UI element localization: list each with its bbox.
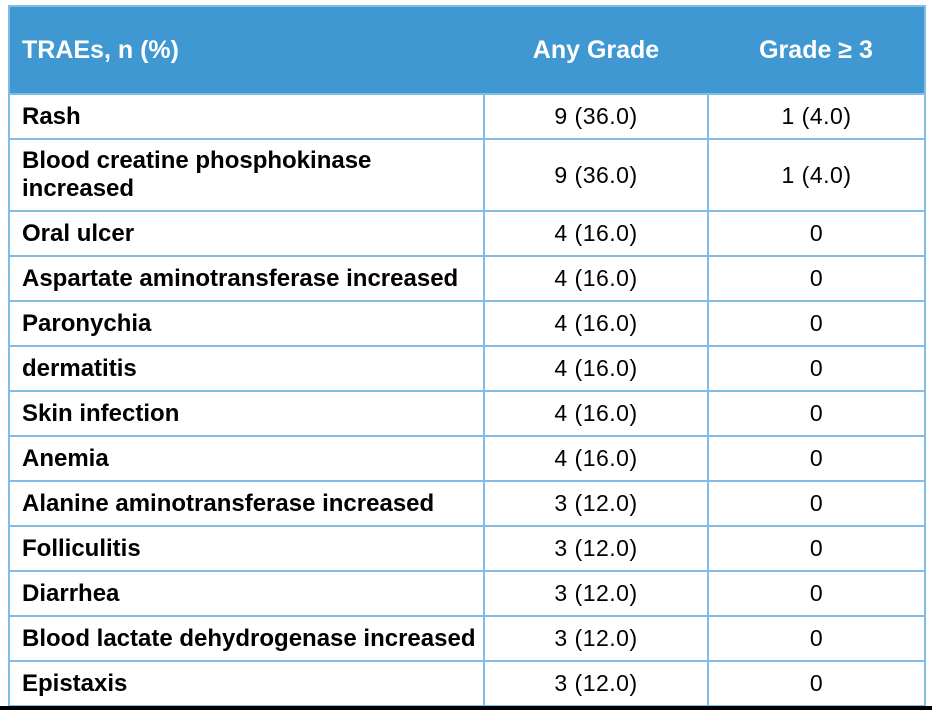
table-row: dermatitis 4 (16.0) 0 <box>8 345 926 392</box>
any-grade-cell: 4 (16.0) <box>483 345 709 392</box>
any-grade-cell: 4 (16.0) <box>483 300 709 347</box>
trae-name-cell: Blood lactate dehydrogenase increased <box>8 615 485 662</box>
grade-ge3-cell: 0 <box>707 660 926 707</box>
table-body: Rash 9 (36.0) 1 (4.0) Blood creatine pho… <box>8 93 926 707</box>
table-row: Rash 9 (36.0) 1 (4.0) <box>8 93 926 140</box>
any-grade-cell: 4 (16.0) <box>483 390 709 437</box>
grade-ge3-cell: 1 (4.0) <box>707 138 926 212</box>
any-grade-cell: 9 (36.0) <box>483 93 709 140</box>
table-row: Folliculitis 3 (12.0) 0 <box>8 525 926 572</box>
trae-name-cell: Skin infection <box>8 390 485 437</box>
bottom-divider <box>0 706 932 710</box>
table-row: Alanine aminotransferase increased 3 (12… <box>8 480 926 527</box>
grade-ge3-cell: 0 <box>707 480 926 527</box>
column-header-any-grade: Any Grade <box>484 6 708 94</box>
any-grade-cell: 3 (12.0) <box>483 615 709 662</box>
table-row: Oral ulcer 4 (16.0) 0 <box>8 210 926 257</box>
traes-table: TRAEs, n (%) Any Grade Grade ≥ 3 Rash 9 … <box>8 5 926 707</box>
trae-name-cell: Rash <box>8 93 485 140</box>
trae-name-cell: Paronychia <box>8 300 485 347</box>
table-row: Diarrhea 3 (12.0) 0 <box>8 570 926 617</box>
grade-ge3-cell: 1 (4.0) <box>707 93 926 140</box>
any-grade-cell: 4 (16.0) <box>483 210 709 257</box>
trae-name-cell: Diarrhea <box>8 570 485 617</box>
table-row: Skin infection 4 (16.0) 0 <box>8 390 926 437</box>
any-grade-cell: 3 (12.0) <box>483 570 709 617</box>
trae-name-cell: Epistaxis <box>8 660 485 707</box>
any-grade-cell: 4 (16.0) <box>483 435 709 482</box>
grade-ge3-cell: 0 <box>707 255 926 302</box>
any-grade-cell: 3 (12.0) <box>483 525 709 572</box>
any-grade-cell: 3 (12.0) <box>483 480 709 527</box>
header-row: TRAEs, n (%) Any Grade Grade ≥ 3 <box>9 6 925 94</box>
trae-name-cell: Blood creatine phosphokinase increased <box>8 138 485 212</box>
table-row: Anemia 4 (16.0) 0 <box>8 435 926 482</box>
trae-name-cell: Alanine aminotransferase increased <box>8 480 485 527</box>
grade-ge3-cell: 0 <box>707 435 926 482</box>
column-header-traes: TRAEs, n (%) <box>9 6 484 94</box>
grade-ge3-cell: 0 <box>707 525 926 572</box>
grade-ge3-cell: 0 <box>707 570 926 617</box>
table-header: TRAEs, n (%) Any Grade Grade ≥ 3 <box>9 6 925 94</box>
grade-ge3-cell: 0 <box>707 615 926 662</box>
any-grade-cell: 3 (12.0) <box>483 660 709 707</box>
grade-ge3-cell: 0 <box>707 345 926 392</box>
trae-name-cell: Folliculitis <box>8 525 485 572</box>
table-row: Aspartate aminotransferase increased 4 (… <box>8 255 926 302</box>
trae-name-cell: Anemia <box>8 435 485 482</box>
table-row: Blood lactate dehydrogenase increased 3 … <box>8 615 926 662</box>
trae-name-cell: Aspartate aminotransferase increased <box>8 255 485 302</box>
table-row: Epistaxis 3 (12.0) 0 <box>8 660 926 707</box>
grade-ge3-cell: 0 <box>707 210 926 257</box>
table-row: Blood creatine phosphokinase increased 9… <box>8 138 926 212</box>
table-row: Paronychia 4 (16.0) 0 <box>8 300 926 347</box>
any-grade-cell: 4 (16.0) <box>483 255 709 302</box>
grade-ge3-cell: 0 <box>707 390 926 437</box>
trae-name-cell: Oral ulcer <box>8 210 485 257</box>
trae-name-cell: dermatitis <box>8 345 485 392</box>
column-header-grade-ge3: Grade ≥ 3 <box>708 6 925 94</box>
any-grade-cell: 9 (36.0) <box>483 138 709 212</box>
grade-ge3-cell: 0 <box>707 300 926 347</box>
